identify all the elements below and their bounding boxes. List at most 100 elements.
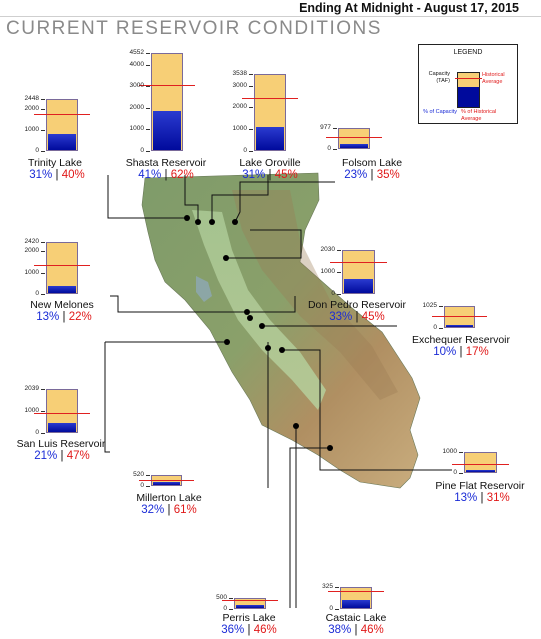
storage-fill [48,286,76,293]
axis-tick-mark [249,74,253,75]
pct-historical: 31% [486,492,510,504]
reservoir-location-dot[interactable] [279,347,285,353]
axis-tick-mark [146,107,150,109]
percent-readout: 38% | 46% [306,624,406,636]
axis-tick-label: 1000 [24,268,39,276]
axis-tick-label: 1000 [24,407,39,415]
pct-capacity: 33% [329,311,353,323]
percent-readout: 23% | 35% [322,169,422,181]
axis-tick-mark [41,242,45,243]
connector-lines [104,175,452,608]
pct-capacity: 13% [454,492,478,504]
axis-tick-label: 4552 [129,49,144,56]
percent-readout: 36% | 46% [199,624,299,636]
historical-average-line [34,114,90,115]
reservoir-name: New Melones [30,299,94,311]
pct-separator: | [164,504,174,516]
reservoir-location-dot[interactable] [232,219,238,225]
legend-bar [455,72,482,108]
header-divider [0,16,541,17]
storage-fill [153,111,181,150]
percent-readout: 31% | 40% [7,169,107,181]
pct-historical: 45% [361,311,385,323]
axis-tick-mark [335,609,339,610]
reservoir-location-dot[interactable] [293,423,299,429]
pct-separator: | [367,169,377,181]
reservoir-location-dot[interactable] [209,219,215,225]
storage-fill [446,325,473,327]
legend-pct-capacity-label: % of Capacity [423,109,457,115]
storage-fill [256,127,284,150]
percent-readout: 41% | 62% [116,169,216,181]
reservoir-location-dot[interactable] [184,215,190,221]
percent-readout: 31% | 45% [220,169,320,181]
historical-average-line [222,600,278,601]
pct-separator: | [265,169,275,181]
percent-readout: 10% | 17% [411,346,511,358]
reservoir-location-dot[interactable] [327,445,333,451]
axis-tick-mark [41,108,45,110]
pct-separator: | [161,169,171,181]
axis-tick-mark [41,151,45,152]
axis-tick-mark [459,452,463,453]
storage-fill [236,605,264,608]
reservoir-location-dot[interactable] [247,315,253,321]
pct-capacity: 31% [29,169,53,181]
axis-tick-mark [229,609,233,610]
pct-capacity: 32% [141,504,165,516]
reservoir-name: Don Pedro Reservoir [307,299,407,311]
axis-tick-label: 2000 [24,104,39,112]
axis-tick-mark [41,433,45,434]
reservoir-location-dot[interactable] [265,345,271,351]
axis-tick-mark [41,272,45,274]
axis-tick-label: 4000 [129,60,144,68]
axis-tick-label: 0 [140,482,144,489]
axis-tick-label: 0 [243,147,247,154]
axis-tick-mark [337,250,341,251]
reservoir-location-dot[interactable] [259,323,265,329]
axis-tick-mark [41,251,45,253]
storage-fill [48,423,76,432]
pct-capacity: 21% [34,450,58,462]
connector-line [282,349,452,471]
axis-tick-mark [41,389,45,390]
historical-average-line [328,591,384,592]
historical-average-line [432,316,487,317]
legend-capacity-label: Capacity (TAF) [428,71,450,84]
pct-capacity: 23% [344,169,368,181]
axis-tick-mark [249,151,253,152]
legend-storage-fill [458,87,479,107]
reservoir-location-dot[interactable] [195,219,201,225]
reservoir-location-dot[interactable] [223,255,229,261]
capacity-bar [444,306,475,328]
axis-tick-mark [146,64,150,66]
percent-readout: 32% | 61% [119,504,219,516]
historical-average-line [34,413,90,414]
pct-capacity: 31% [242,169,266,181]
axis-tick-label: 1000 [442,448,457,455]
axis-tick-label: 1000 [24,125,39,133]
axis-tick-mark [146,151,150,152]
axis-tick-mark [146,475,150,476]
axis-tick-mark [459,473,463,474]
axis-tick-mark [439,306,443,307]
pct-separator: | [456,346,466,358]
pct-separator: | [244,624,254,636]
axis-tick-label: 0 [223,605,227,612]
legend-historical-line [455,78,482,79]
connector-line [289,447,330,608]
axis-tick-label: 0 [35,290,39,297]
connector-line [107,175,187,219]
reservoir-name: Perris Lake [222,612,276,624]
legend: LEGEND Capacity (TAF) Historical Average… [418,44,518,124]
axis-tick-mark [249,85,253,87]
reservoir-location-dot[interactable] [224,339,230,345]
reservoir-location-dot[interactable] [244,309,250,315]
storage-fill [48,134,76,150]
axis-tick-label: 1000 [320,268,335,276]
pct-separator: | [352,311,362,323]
legend-historical-label: Historical Average [482,72,505,85]
historical-average-line [326,137,382,138]
legend-pct-hist-label: % of Historical Average [461,109,497,122]
